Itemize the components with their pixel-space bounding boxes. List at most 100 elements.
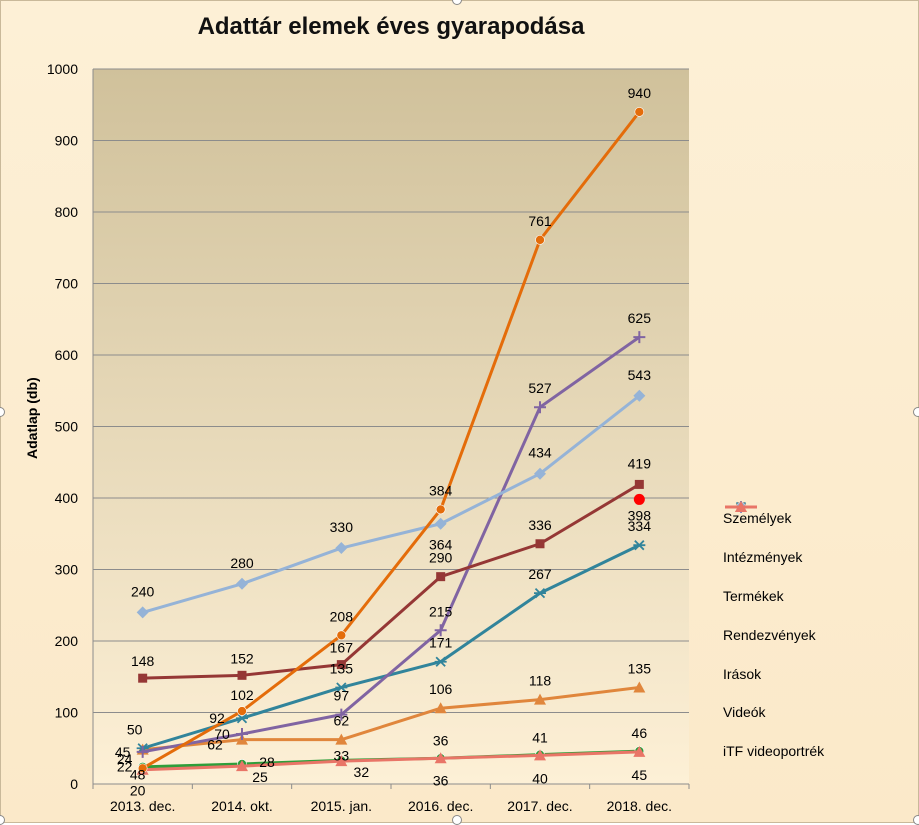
chart-title: Adattár elemek éves gyarapodása	[197, 13, 585, 40]
series-3-point	[237, 706, 247, 716]
legend-label: Videók	[723, 704, 766, 721]
series-5-point	[136, 606, 149, 619]
data-label: 45	[632, 767, 648, 783]
series-0-point	[237, 670, 247, 680]
data-label: 148	[131, 653, 155, 669]
series-0-point	[436, 572, 446, 582]
series-1-point	[335, 682, 348, 693]
data-label: 40	[532, 770, 548, 786]
legend-label: Személyek	[723, 510, 792, 527]
data-label: 102	[230, 687, 254, 703]
legend-label: Irások	[723, 665, 762, 682]
legend-label: Rendezvények	[723, 626, 816, 643]
data-label: 280	[230, 555, 254, 571]
data-label: 97	[334, 688, 350, 704]
data-label: 118	[529, 673, 552, 689]
legend-item: Termékek	[723, 501, 918, 616]
series-4	[136, 331, 646, 758]
annotation-point	[633, 493, 645, 505]
series-2-point	[534, 693, 546, 705]
series-3-point	[634, 107, 645, 117]
series-4-point	[633, 331, 646, 344]
data-label: 50	[127, 721, 143, 737]
data-label: 36	[433, 732, 449, 748]
series-5-line	[142, 394, 641, 614]
data-label: 33	[334, 747, 350, 763]
x-tick-label: 2015. jan.	[311, 798, 373, 814]
data-label: 334	[628, 518, 652, 534]
y-tick-label: 500	[55, 419, 79, 435]
series-0-point	[535, 539, 545, 549]
series-2-point	[633, 681, 646, 693]
series-2-point	[335, 733, 348, 745]
data-label: 167	[330, 640, 354, 656]
data-label: 25	[252, 769, 268, 785]
resize-handle-bottom-right[interactable]	[913, 815, 919, 825]
series-4-point	[434, 624, 447, 637]
series-3-line	[141, 110, 641, 770]
series-0-line	[142, 483, 641, 680]
data-label: 41	[532, 730, 548, 746]
annotation-label: 398	[628, 507, 652, 523]
y-tick-label: 200	[55, 633, 79, 649]
series-4-point	[534, 401, 546, 414]
data-label: 48	[130, 767, 146, 783]
data-label: 46	[632, 725, 648, 741]
y-tick-label: 0	[70, 776, 78, 792]
data-label: 330	[330, 519, 354, 535]
series-2-point	[434, 702, 447, 714]
x-tick-label: 2013. dec.	[110, 798, 175, 814]
series-4-point	[136, 745, 149, 758]
data-label: 135	[628, 660, 652, 676]
data-label: 32	[354, 764, 370, 780]
series-1-point	[236, 713, 248, 724]
series-5-point	[534, 467, 546, 480]
series-3-point	[336, 630, 347, 641]
series-0-point	[336, 660, 346, 670]
series-3-point	[137, 763, 148, 774]
legend-item: Rendezvények	[723, 502, 918, 654]
data-label: 62	[334, 713, 350, 729]
legend-label: Termékek	[723, 587, 784, 604]
y-tick-label: 600	[55, 347, 79, 363]
x-tick-label: 2017. dec.	[507, 798, 572, 814]
y-tick-label: 800	[55, 204, 79, 220]
legend-item: iTF videoportrék	[723, 501, 918, 771]
data-label: 152	[230, 650, 254, 666]
legend-swatch	[725, 501, 757, 512]
data-label: 106	[429, 681, 453, 697]
series-6-point	[434, 752, 447, 764]
data-label: 28	[259, 754, 275, 770]
y-tick-label: 300	[55, 562, 79, 578]
legend-item: Irások	[723, 501, 918, 693]
legend-marker	[735, 501, 747, 512]
series-0	[138, 479, 644, 683]
data-label: 22	[117, 758, 133, 774]
series-2-line	[142, 685, 640, 752]
series-4-line	[142, 335, 641, 754]
data-label: 761	[528, 213, 552, 229]
data-label: 940	[628, 85, 652, 101]
legend-item: Videók	[723, 501, 918, 732]
data-label: 364	[429, 537, 453, 553]
series-1-point	[434, 656, 447, 667]
data-label: 62	[207, 737, 223, 753]
y-tick-label: 1000	[47, 61, 78, 77]
data-label: 434	[528, 445, 552, 461]
resize-handle-right[interactable]	[913, 407, 919, 417]
data-label: 543	[628, 367, 652, 383]
data-label: 215	[429, 603, 453, 619]
y-tick-label: 900	[55, 133, 79, 149]
series-6-point	[633, 745, 646, 757]
data-label: 36	[433, 772, 449, 788]
legend-label: Intézmények	[723, 549, 803, 566]
resize-handle-bottom[interactable]	[452, 815, 462, 825]
data-label: 336	[528, 517, 552, 533]
legend-item: Intézmények	[723, 501, 918, 577]
data-label: 20	[130, 783, 146, 799]
series-1-line	[142, 543, 640, 750]
series-6-point	[534, 749, 546, 761]
data-label: 384	[429, 482, 453, 498]
